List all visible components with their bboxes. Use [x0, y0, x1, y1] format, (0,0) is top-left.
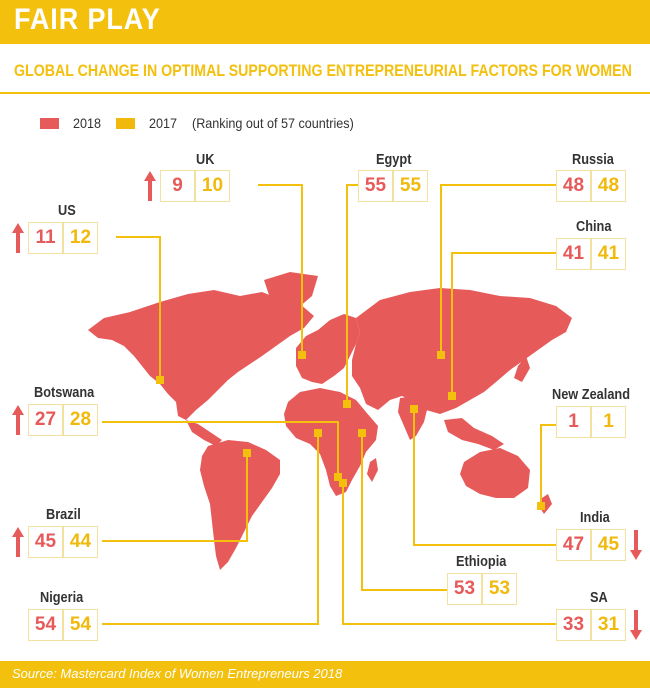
- header-bar: FAIR PLAY: [0, 0, 650, 44]
- country-name-brazil: Brazil: [46, 507, 81, 523]
- country-name-ethiopia: Ethiopia: [456, 554, 507, 570]
- legend: 2018 2017 (Ranking out of 57 countries): [40, 113, 384, 133]
- country-name-india: India: [580, 510, 610, 526]
- arrow-down-icon-india: [630, 530, 642, 560]
- connector-india: [413, 409, 556, 546]
- rank-2018-us: 11: [28, 222, 63, 254]
- rank-2018-nigeria: 54: [28, 609, 63, 641]
- connector-nigeria: [102, 433, 319, 625]
- rank-2017-sa: 31: [591, 609, 626, 641]
- location-markers: [156, 351, 545, 510]
- connector-brazil: [102, 453, 248, 542]
- connector-egypt: [346, 184, 358, 404]
- rank-2017-india: 45: [591, 529, 626, 561]
- legend-swatch-2018: [40, 117, 59, 129]
- legend-label-2018: 2018: [73, 115, 102, 131]
- page-title: FAIR PLAY: [14, 3, 161, 36]
- map-africa: [284, 388, 378, 496]
- country-name-uk: UK: [196, 152, 215, 168]
- marker-china: [448, 392, 456, 400]
- rank-2017-us: 12: [63, 222, 98, 254]
- connector-russia: [440, 184, 556, 355]
- marker-brazil: [243, 449, 251, 457]
- map-greenland: [264, 272, 318, 310]
- connector-china: [451, 252, 556, 396]
- marker-russia: [437, 351, 445, 359]
- arrow-up-icon-uk: [144, 171, 156, 201]
- country-name-nigeria: Nigeria: [40, 590, 84, 606]
- map-europe: [296, 314, 360, 384]
- rank-2017-botswana: 28: [63, 404, 98, 436]
- subtitle: GLOBAL CHANGE IN OPTIMAL SUPPORTING ENTR…: [14, 62, 632, 80]
- marker-new-zealand: [537, 502, 545, 510]
- marker-egypt: [343, 400, 351, 408]
- map-asia: [352, 288, 572, 414]
- map-southeast-asia: [444, 418, 504, 450]
- legend-swatch-2017: [116, 117, 136, 129]
- rank-2017-uk: 10: [195, 170, 230, 202]
- connector-us: [116, 236, 161, 380]
- map-central-america: [186, 420, 222, 446]
- rank-2018-sa: 33: [556, 609, 591, 641]
- marker-botswana: [334, 473, 342, 481]
- marker-india: [410, 405, 418, 413]
- country-name-botswana: Botswana: [34, 385, 95, 401]
- arrow-up-icon-us: [12, 223, 24, 253]
- connector-sa: [342, 483, 556, 625]
- arrow-down-icon-sa: [630, 610, 642, 640]
- connector-ethiopia: [361, 433, 447, 591]
- country-name-china: China: [576, 219, 612, 235]
- map-japan: [514, 356, 530, 382]
- rank-2018-india: 47: [556, 529, 591, 561]
- connector-botswana: [102, 421, 339, 477]
- arrow-up-icon-botswana: [12, 405, 24, 435]
- rank-2017-ethiopia: 53: [482, 573, 517, 605]
- marker-us: [156, 376, 164, 384]
- marker-sa: [339, 479, 347, 487]
- map-australia: [460, 448, 530, 498]
- map-north-america: [88, 290, 314, 420]
- rank-2018-uk: 9: [160, 170, 195, 202]
- legend-label-2017: 2017: [149, 115, 178, 131]
- rank-2017-brazil: 44: [63, 526, 98, 558]
- marker-ethiopia: [358, 429, 366, 437]
- rank-2018-botswana: 27: [28, 404, 63, 436]
- connector-uk: [258, 184, 303, 355]
- rank-2018-china: 41: [556, 238, 591, 270]
- rank-2017-russia: 48: [591, 170, 626, 202]
- country-name-sa: SA: [590, 590, 608, 606]
- source-note: Source: Mastercard Index of Women Entrep…: [12, 666, 343, 681]
- map-madagascar: [367, 458, 378, 482]
- country-name-us: US: [58, 203, 76, 219]
- rank-2017-new-zealand: 1: [591, 406, 626, 438]
- world-map-shapes: [88, 272, 572, 570]
- rank-2018-egypt: 55: [358, 170, 393, 202]
- rank-2017-china: 41: [591, 238, 626, 270]
- legend-note: (Ranking out of 57 countries): [192, 115, 355, 131]
- country-name-egypt: Egypt: [376, 152, 412, 168]
- rank-2018-ethiopia: 53: [447, 573, 482, 605]
- rank-2018-new-zealand: 1: [556, 406, 591, 438]
- map-south-america: [200, 440, 280, 570]
- subtitle-rule: [0, 92, 650, 94]
- marker-nigeria: [314, 429, 322, 437]
- rank-2018-brazil: 45: [28, 526, 63, 558]
- country-name-new-zealand: New Zealand: [552, 387, 631, 403]
- footer-bar: Source: Mastercard Index of Women Entrep…: [0, 661, 650, 688]
- rank-2018-russia: 48: [556, 170, 591, 202]
- country-name-russia: Russia: [572, 152, 614, 168]
- arrow-up-icon-brazil: [12, 527, 24, 557]
- marker-uk: [298, 351, 306, 359]
- rank-2017-egypt: 55: [393, 170, 428, 202]
- rank-2017-nigeria: 54: [63, 609, 98, 641]
- connector-lines: [102, 184, 556, 625]
- connector-new-zealand: [540, 424, 556, 506]
